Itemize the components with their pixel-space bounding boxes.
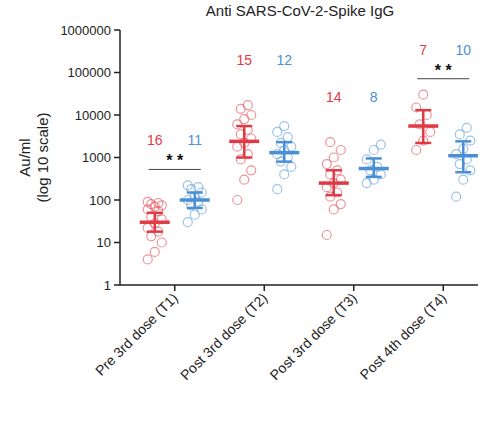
data-point <box>329 153 338 162</box>
y-tick <box>114 29 120 31</box>
y-tick-label: 1 <box>104 278 111 293</box>
error-bar-cap <box>326 169 342 172</box>
mean-line <box>359 167 389 171</box>
title: Anti SARS-CoV-2-Spike IgG <box>206 2 394 19</box>
x-tick <box>264 285 266 291</box>
data-point <box>183 218 192 227</box>
y-tick-label: 100 <box>89 193 111 208</box>
error-bar-cap <box>236 125 252 128</box>
data-point <box>280 170 289 179</box>
chart: Anti SARS-CoV-2-Spike IgG Au/ml(log 10 sc… <box>0 0 500 433</box>
count-label: 16 <box>147 132 163 148</box>
y-tick <box>114 157 120 159</box>
data-point <box>336 146 345 155</box>
data-point <box>247 111 256 120</box>
data-point <box>322 160 331 169</box>
error-bar-cap <box>326 194 342 197</box>
x-tick <box>443 285 445 291</box>
data-point <box>236 104 245 113</box>
error-bar-cap <box>366 157 382 160</box>
count-label: 10 <box>455 42 471 58</box>
error-bar-cap <box>187 207 203 210</box>
data-point <box>455 130 464 139</box>
data-point <box>233 196 242 205</box>
data-point <box>273 185 282 194</box>
data-point <box>287 162 296 171</box>
significance-label: * * <box>435 62 453 79</box>
y-axis-label: Au/ml <box>16 138 33 176</box>
error-bar-cap <box>147 212 163 215</box>
data-point <box>280 122 289 131</box>
x-tick-label: Post 3rd dose (T2) <box>177 290 270 383</box>
error-bar-cap <box>236 156 252 159</box>
count-label: 11 <box>187 132 202 148</box>
y-tick <box>114 199 120 201</box>
data-point <box>462 123 471 132</box>
count-label: 8 <box>370 89 378 105</box>
data-point <box>336 200 345 209</box>
y-tick-label: 100000 <box>68 65 111 80</box>
error-bar-cap <box>276 141 292 144</box>
significance-label: * * <box>166 152 184 169</box>
x-tick <box>174 285 176 291</box>
count-label: 15 <box>236 52 252 68</box>
y-tick <box>114 284 120 286</box>
data-point <box>183 181 192 190</box>
data-point <box>247 166 256 175</box>
y-tick <box>114 242 120 244</box>
error-bar-cap <box>455 171 471 174</box>
mean-line <box>269 151 299 155</box>
y-tick-label: 1000 <box>82 150 111 165</box>
data-point <box>452 192 461 201</box>
count-label: 12 <box>276 52 292 68</box>
x-tick-label: Post 4th dose (T4) <box>357 290 450 383</box>
mean-line <box>140 220 170 224</box>
error-bar-cap <box>187 191 203 194</box>
count-label: 7 <box>419 42 427 58</box>
error-bar-cap <box>276 160 292 163</box>
mean-line <box>408 124 438 128</box>
data-point <box>326 138 335 147</box>
x-tick-label: Post 3rd dose (T3) <box>267 290 360 383</box>
data-point <box>419 90 428 99</box>
y-tick-label: 10000 <box>75 108 111 123</box>
x-tick <box>353 285 355 291</box>
data-point <box>154 198 163 207</box>
mean-line <box>448 154 478 158</box>
data-point <box>233 142 242 151</box>
error-bar-cap <box>415 109 431 112</box>
mean-line <box>319 181 349 185</box>
y-tick-label: 1000000 <box>60 23 111 38</box>
x-axis <box>120 284 478 286</box>
y-tick-label: 10 <box>97 235 111 250</box>
data-point <box>459 175 468 184</box>
data-point <box>283 133 292 142</box>
data-point <box>150 247 159 256</box>
error-bar-cap <box>415 142 431 145</box>
error-bar-cap <box>455 140 471 143</box>
y-tick <box>114 72 120 74</box>
count-label: 14 <box>326 89 342 105</box>
data-point <box>157 238 166 247</box>
y-axis-label: (log 10 scale) <box>34 112 51 202</box>
mean-line <box>180 198 210 202</box>
data-point <box>287 142 296 151</box>
y-tick <box>114 114 120 116</box>
x-tick-label: Pre 3rd dose (T1) <box>92 290 181 379</box>
marks <box>140 90 478 264</box>
data-point <box>362 179 371 188</box>
data-point <box>243 101 252 110</box>
data-point <box>426 127 435 136</box>
data-point <box>143 255 152 264</box>
data-point <box>322 231 331 240</box>
data-point <box>412 146 421 155</box>
error-bar-cap <box>147 230 163 233</box>
mean-line <box>229 140 259 144</box>
error-bar-cap <box>366 176 382 179</box>
data-point <box>240 175 249 184</box>
data-point <box>194 183 203 192</box>
data-point <box>376 140 385 149</box>
data-point <box>143 197 152 206</box>
